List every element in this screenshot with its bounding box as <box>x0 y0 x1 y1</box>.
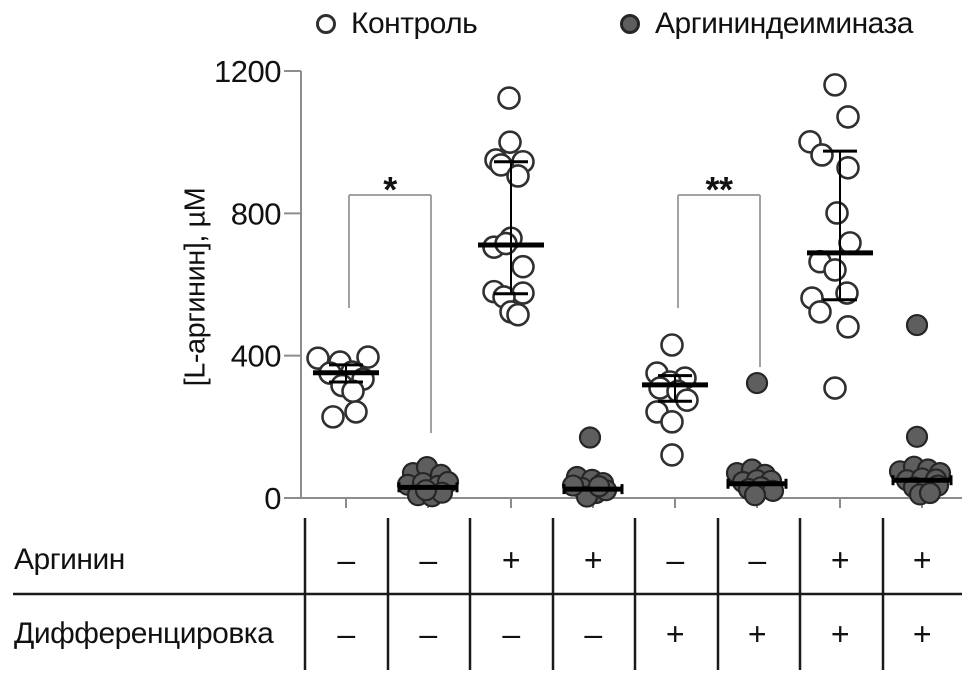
data-point <box>414 479 438 502</box>
y-tick-label: 400 <box>231 339 281 374</box>
table-condition-sign: – <box>419 616 437 652</box>
significance-label: ** <box>705 169 733 210</box>
legend-label-control: Контроль <box>351 7 478 40</box>
table-condition-sign: + <box>913 616 931 652</box>
data-point <box>836 155 860 180</box>
significance-label: * <box>383 169 397 210</box>
data-point <box>905 313 929 337</box>
data-point <box>918 481 942 505</box>
data-point <box>341 379 365 404</box>
data-point <box>497 86 521 110</box>
table-condition-sign: + <box>831 616 849 652</box>
y-tick-label: 0 <box>264 481 281 516</box>
data-point <box>745 371 769 395</box>
table-condition-sign: + <box>831 542 849 578</box>
table-condition-sign: – <box>337 542 355 578</box>
data-point <box>321 405 345 429</box>
data-point <box>835 281 859 305</box>
y-tick-label: 800 <box>231 196 281 231</box>
table-row-label-differentiation: Дифференцировка <box>14 617 274 650</box>
data-point <box>743 484 767 507</box>
y-tick-label: 1200 <box>214 54 281 89</box>
table-condition-sign: + <box>666 616 684 652</box>
open-circle-marker-icon <box>316 14 336 34</box>
data-point <box>836 315 860 339</box>
table-condition-sign: + <box>913 542 931 578</box>
data-point <box>356 345 380 369</box>
data-point <box>823 376 847 400</box>
legend-item-arginine-deiminase: Аргининдеиминаза <box>620 7 913 41</box>
data-point <box>306 346 330 370</box>
legend-label-arginine-deiminase: Аргининдеиминаза <box>655 7 913 40</box>
table-condition-sign: – <box>419 542 437 578</box>
data-point <box>823 258 847 282</box>
data-point <box>511 254 535 279</box>
data-point <box>825 201 849 225</box>
table-condition-sign: + <box>748 616 766 652</box>
data-point <box>660 410 684 434</box>
table-row-label-arginine: Аргинин <box>14 543 125 576</box>
legend-item-control: Контроль <box>316 7 478 41</box>
table-condition-sign: – <box>337 616 355 652</box>
data-point <box>838 231 862 255</box>
table-condition-sign: – <box>748 542 766 578</box>
data-point <box>823 73 847 97</box>
data-point <box>561 474 585 497</box>
data-point <box>498 130 522 154</box>
filled-circle-marker-icon <box>620 14 640 34</box>
table-condition-sign: – <box>502 616 520 652</box>
data-point <box>587 475 611 498</box>
table-condition-sign: – <box>666 542 684 578</box>
data-point <box>344 400 368 424</box>
data-point <box>810 143 834 167</box>
table-condition-sign: + <box>584 542 602 578</box>
data-point <box>506 302 530 327</box>
data-point <box>905 425 929 448</box>
data-point <box>506 164 530 188</box>
data-point <box>808 300 832 324</box>
data-point <box>836 105 860 129</box>
data-point <box>660 443 684 467</box>
table-condition-sign: – <box>584 616 602 652</box>
table-condition-sign: + <box>502 542 520 578</box>
data-point <box>660 333 684 357</box>
data-point <box>578 426 602 449</box>
